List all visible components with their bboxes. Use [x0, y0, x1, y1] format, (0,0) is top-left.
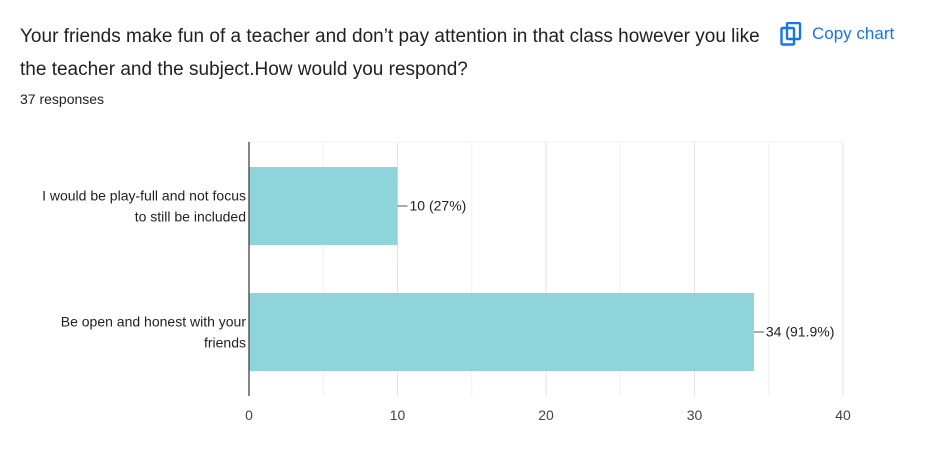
- bar: [249, 293, 754, 371]
- category-label: to still be included: [135, 209, 246, 225]
- x-tick-label: 30: [687, 407, 703, 423]
- x-tick-label: 0: [245, 407, 253, 423]
- category-label: friends: [204, 335, 246, 351]
- response-count: 37 responses: [20, 91, 105, 107]
- x-tick-label: 40: [835, 407, 851, 423]
- data-label: 34 (91.9%): [766, 324, 834, 340]
- bar-chart: 10 (27%) 34 (91.9%) I would be play-full a…: [42, 141, 851, 423]
- question-title: Your friends make fun of a teacher and d…: [20, 26, 760, 80]
- bar: [249, 167, 398, 245]
- category-label: Be open and honest with your: [61, 314, 247, 330]
- x-tick-label: 20: [538, 407, 554, 423]
- category-label: I would be play-full and not focus: [42, 188, 246, 204]
- x-tick-label: 10: [390, 407, 406, 423]
- chart-area: 10 (27%) 34 (91.9%) I would be play-full a…: [0, 130, 930, 430]
- copy-chart-button[interactable]: Copy chart: [780, 16, 894, 52]
- copy-chart-label: Copy chart: [812, 24, 895, 43]
- data-label: 10 (27%): [410, 198, 467, 214]
- copy-icon: [780, 22, 802, 46]
